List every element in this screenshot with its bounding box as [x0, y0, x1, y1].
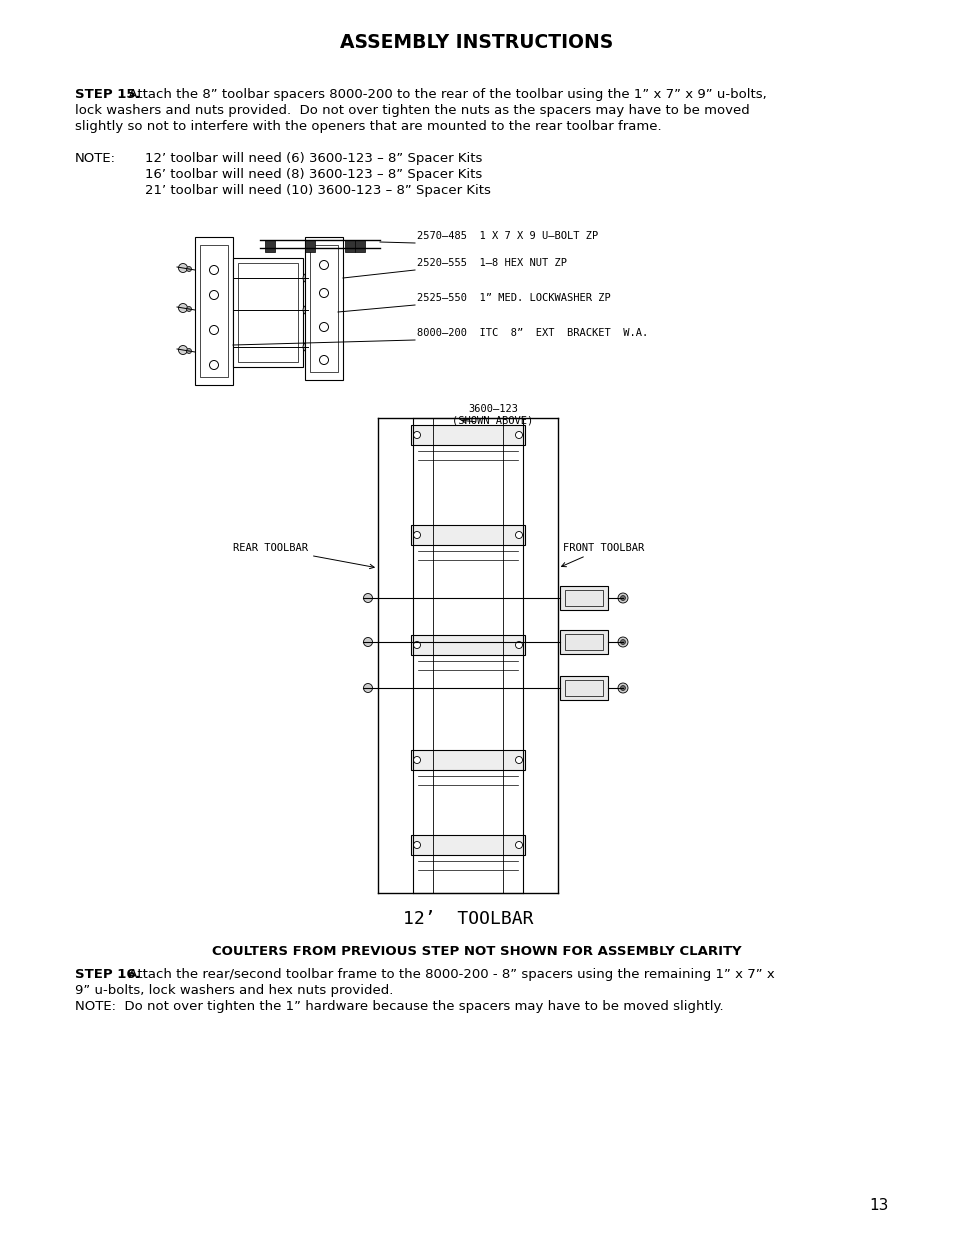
Circle shape: [413, 757, 420, 763]
Circle shape: [303, 273, 313, 283]
Text: 16’ toolbar will need (8) 3600-123 – 8” Spacer Kits: 16’ toolbar will need (8) 3600-123 – 8” …: [145, 168, 482, 182]
Circle shape: [363, 637, 372, 646]
Circle shape: [618, 683, 627, 693]
Bar: [411, 835, 524, 855]
Circle shape: [618, 593, 627, 603]
Bar: [559, 585, 607, 610]
Circle shape: [186, 267, 192, 272]
Circle shape: [186, 306, 192, 311]
Circle shape: [515, 641, 522, 648]
Bar: [233, 258, 303, 367]
Circle shape: [210, 361, 218, 369]
Circle shape: [210, 266, 218, 274]
Text: NOTE:  Do not over tighten the 1” hardware because the spacers may have to be mo: NOTE: Do not over tighten the 1” hardwar…: [75, 1000, 723, 1013]
Bar: [411, 635, 524, 655]
Circle shape: [619, 685, 625, 690]
Text: Attach the rear/second toolbar frame to the 8000-200 - 8” spacers using the rema: Attach the rear/second toolbar frame to …: [120, 968, 774, 981]
Text: 13: 13: [868, 1198, 888, 1213]
Bar: [265, 240, 274, 252]
Circle shape: [178, 304, 188, 312]
Bar: [564, 590, 602, 606]
Text: 2525–550  1” MED. LOCKWASHER ZP: 2525–550 1” MED. LOCKWASHER ZP: [416, 293, 610, 303]
Text: 8000–200  ITC  8”  EXT  BRACKET  W.A.: 8000–200 ITC 8” EXT BRACKET W.A.: [416, 329, 648, 338]
Circle shape: [310, 275, 315, 282]
Text: lock washers and nuts provided.  Do not over tighten the nuts as the spacers may: lock washers and nuts provided. Do not o…: [75, 104, 749, 117]
Circle shape: [619, 595, 625, 600]
Circle shape: [319, 289, 328, 298]
Bar: [200, 245, 228, 377]
Circle shape: [413, 641, 420, 648]
Circle shape: [319, 356, 328, 364]
Text: 2570–485  1 X 7 X 9 U–BOLT ZP: 2570–485 1 X 7 X 9 U–BOLT ZP: [416, 231, 598, 241]
Text: 9” u-bolts, lock washers and hex nuts provided.: 9” u-bolts, lock washers and hex nuts pr…: [75, 984, 393, 997]
Text: ASSEMBLY INSTRUCTIONS: ASSEMBLY INSTRUCTIONS: [340, 32, 613, 52]
Circle shape: [210, 290, 218, 300]
Text: Attach the 8” toolbar spacers 8000-200 to the rear of the toolbar using the 1” x: Attach the 8” toolbar spacers 8000-200 t…: [120, 88, 766, 101]
Text: 21’ toolbar will need (10) 3600-123 – 8” Spacer Kits: 21’ toolbar will need (10) 3600-123 – 8”…: [145, 184, 491, 198]
Circle shape: [618, 637, 627, 647]
Text: 2520–555  1–8 HEX NUT ZP: 2520–555 1–8 HEX NUT ZP: [416, 258, 566, 268]
Circle shape: [303, 342, 313, 352]
Text: 3600–123
(SHOWN ABOVE): 3600–123 (SHOWN ABOVE): [452, 404, 533, 426]
Circle shape: [515, 531, 522, 538]
Text: 12’  TOOLBAR: 12’ TOOLBAR: [402, 910, 533, 927]
Bar: [237, 263, 297, 362]
Bar: [355, 240, 365, 252]
Circle shape: [310, 345, 315, 350]
Circle shape: [413, 841, 420, 848]
Circle shape: [363, 683, 372, 693]
Text: STEP 16.: STEP 16.: [75, 968, 141, 981]
Bar: [564, 634, 602, 650]
Circle shape: [515, 757, 522, 763]
Circle shape: [413, 431, 420, 438]
Bar: [411, 750, 524, 769]
Circle shape: [210, 326, 218, 335]
Circle shape: [178, 263, 188, 273]
Text: 12’ toolbar will need (6) 3600-123 – 8” Spacer Kits: 12’ toolbar will need (6) 3600-123 – 8” …: [145, 152, 482, 165]
Bar: [559, 630, 607, 655]
Bar: [310, 245, 337, 372]
Bar: [194, 237, 233, 385]
Bar: [411, 525, 524, 545]
Bar: [411, 425, 524, 445]
Text: NOTE:: NOTE:: [75, 152, 116, 165]
Bar: [559, 676, 607, 700]
Text: REAR TOOLBAR: REAR TOOLBAR: [233, 543, 374, 568]
Bar: [345, 240, 355, 252]
Circle shape: [515, 431, 522, 438]
Bar: [305, 237, 343, 380]
Circle shape: [363, 594, 372, 603]
Bar: [564, 680, 602, 697]
Circle shape: [319, 261, 328, 269]
Circle shape: [186, 348, 192, 353]
Text: STEP 15.: STEP 15.: [75, 88, 140, 101]
Circle shape: [413, 531, 420, 538]
Circle shape: [515, 841, 522, 848]
Text: slightly so not to interfere with the openers that are mounted to the rear toolb: slightly so not to interfere with the op…: [75, 120, 661, 133]
Circle shape: [178, 346, 188, 354]
Circle shape: [303, 305, 313, 315]
Circle shape: [319, 322, 328, 331]
Circle shape: [619, 640, 625, 645]
Bar: [305, 240, 314, 252]
Text: COULTERS FROM PREVIOUS STEP NOT SHOWN FOR ASSEMBLY CLARITY: COULTERS FROM PREVIOUS STEP NOT SHOWN FO…: [212, 945, 741, 958]
Text: FRONT TOOLBAR: FRONT TOOLBAR: [561, 543, 643, 567]
Circle shape: [310, 308, 315, 312]
